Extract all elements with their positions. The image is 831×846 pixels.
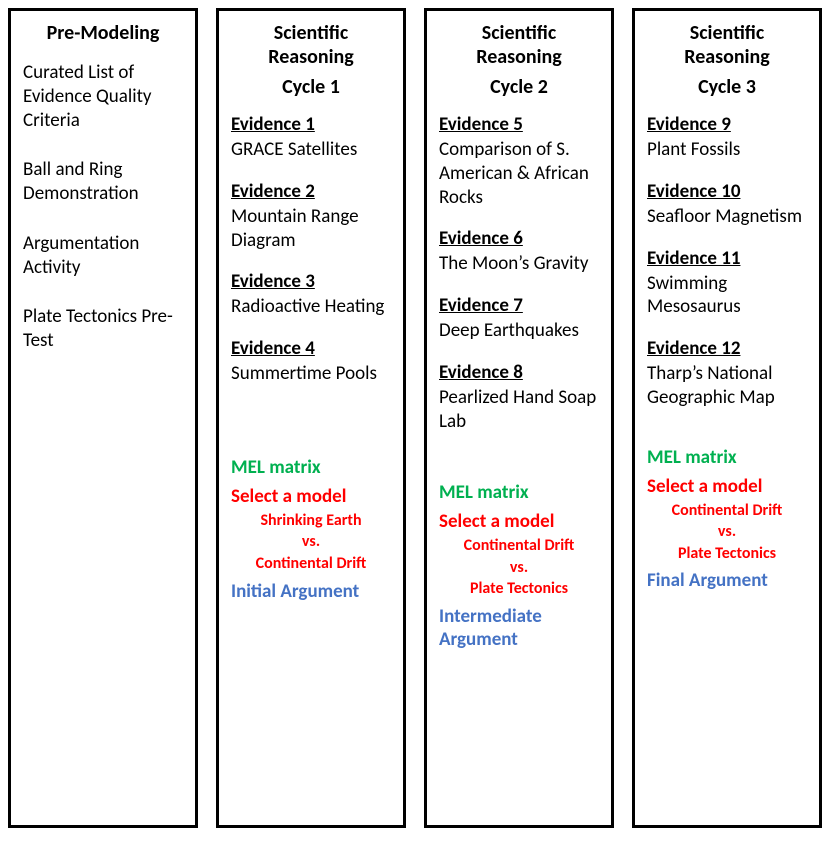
evidence-desc: Deep Earthquakes xyxy=(439,319,599,343)
model-b: Plate Tectonics xyxy=(678,544,776,563)
evidence-heading: Evidence 1 xyxy=(231,113,391,136)
panel-subtitle: Cycle 1 xyxy=(231,75,391,99)
mel-matrix-label: MEL matrix xyxy=(439,481,599,504)
evidence-desc: The Moon’s Gravity xyxy=(439,252,599,276)
pre-item: Curated List of Evidence Quality Criteri… xyxy=(23,61,183,132)
evidence-desc: Swimming Mesosaurus xyxy=(647,272,807,320)
evidence-heading: Evidence 9 xyxy=(647,113,807,136)
spacer xyxy=(231,404,391,448)
evidence-heading: Evidence 12 xyxy=(647,337,807,360)
evidence-desc: GRACE Satellites xyxy=(231,138,391,162)
panel-title: Scientific Reasoning xyxy=(647,21,807,69)
spacer xyxy=(647,428,807,438)
evidence-heading: Evidence 5 xyxy=(439,113,599,136)
evidence-block: Evidence 8 Pearlized Hand Soap Lab xyxy=(439,361,599,434)
evidence-desc: Summertime Pools xyxy=(231,362,391,386)
model-b: Continental Drift xyxy=(256,554,367,573)
vs-label: vs. xyxy=(302,532,320,551)
evidence-block: Evidence 6 The Moon’s Gravity xyxy=(439,227,599,276)
panel-pre-modeling: Pre-Modeling Curated List of Evidence Qu… xyxy=(8,8,198,828)
panel-cycle-1: Scientific Reasoning Cycle 1 Evidence 1 … xyxy=(216,8,406,828)
evidence-heading: Evidence 10 xyxy=(647,180,807,203)
panels-row: Pre-Modeling Curated List of Evidence Qu… xyxy=(8,8,823,828)
panel-subtitle: Cycle 2 xyxy=(439,75,599,99)
mel-matrix-label: MEL matrix xyxy=(647,446,807,469)
evidence-heading: Evidence 6 xyxy=(439,227,599,250)
argument-label: Intermediate Argument xyxy=(439,606,599,652)
pre-item: Ball and Ring Demonstration xyxy=(23,158,183,206)
panel-cycle-2: Scientific Reasoning Cycle 2 Evidence 5 … xyxy=(424,8,614,828)
evidence-desc: Pearlized Hand Soap Lab xyxy=(439,386,599,434)
model-comparison: Continental Drift vs. Plate Tectonics xyxy=(647,500,807,565)
evidence-heading: Evidence 8 xyxy=(439,361,599,384)
evidence-block: Evidence 2 Mountain Range Diagram xyxy=(231,180,391,253)
model-a: Shrinking Earth xyxy=(260,511,361,530)
evidence-heading: Evidence 7 xyxy=(439,294,599,317)
evidence-desc: Radioactive Heating xyxy=(231,295,391,319)
panel-title: Scientific Reasoning xyxy=(439,21,599,69)
evidence-block: Evidence 5 Comparison of S. American & A… xyxy=(439,113,599,209)
evidence-heading: Evidence 3 xyxy=(231,270,391,293)
model-a: Continental Drift xyxy=(672,501,783,520)
evidence-block: Evidence 4 Summertime Pools xyxy=(231,337,391,386)
evidence-block: Evidence 1 GRACE Satellites xyxy=(231,113,391,162)
panel-cycle-3: Scientific Reasoning Cycle 3 Evidence 9 … xyxy=(632,8,822,828)
evidence-block: Evidence 12 Tharp’s National Geographic … xyxy=(647,337,807,410)
pre-item: Argumentation Activity xyxy=(23,232,183,280)
evidence-block: Evidence 7 Deep Earthquakes xyxy=(439,294,599,343)
evidence-block: Evidence 10 Seafloor Magnetism xyxy=(647,180,807,229)
evidence-block: Evidence 9 Plant Fossils xyxy=(647,113,807,162)
evidence-block: Evidence 11 Swimming Mesosaurus xyxy=(647,247,807,320)
vs-label: vs. xyxy=(718,522,736,541)
evidence-desc: Comparison of S. American & African Rock… xyxy=(439,138,599,209)
select-model-label: Select a model xyxy=(647,475,807,498)
argument-label: Final Argument xyxy=(647,570,807,593)
evidence-desc: Seafloor Magnetism xyxy=(647,205,807,229)
panel-subtitle: Cycle 3 xyxy=(647,75,807,99)
pre-item: Plate Tectonics Pre-Test xyxy=(23,305,183,353)
panel-title: Scientific Reasoning xyxy=(231,21,391,69)
model-comparison: Shrinking Earth vs. Continental Drift xyxy=(231,510,391,575)
spacer xyxy=(439,451,599,473)
select-model-label: Select a model xyxy=(439,510,599,533)
evidence-heading: Evidence 4 xyxy=(231,337,391,360)
model-b: Plate Tectonics xyxy=(470,579,568,598)
argument-label: Initial Argument xyxy=(231,581,391,604)
evidence-desc: Mountain Range Diagram xyxy=(231,205,391,253)
vs-label: vs. xyxy=(510,558,528,577)
evidence-desc: Plant Fossils xyxy=(647,138,807,162)
evidence-block: Evidence 3 Radioactive Heating xyxy=(231,270,391,319)
evidence-heading: Evidence 11 xyxy=(647,247,807,270)
model-a: Continental Drift xyxy=(464,536,575,555)
panel-title: Pre-Modeling xyxy=(23,21,183,45)
evidence-heading: Evidence 2 xyxy=(231,180,391,203)
evidence-desc: Tharp’s National Geographic Map xyxy=(647,362,807,410)
select-model-label: Select a model xyxy=(231,485,391,508)
model-comparison: Continental Drift vs. Plate Tectonics xyxy=(439,535,599,600)
mel-matrix-label: MEL matrix xyxy=(231,456,391,479)
